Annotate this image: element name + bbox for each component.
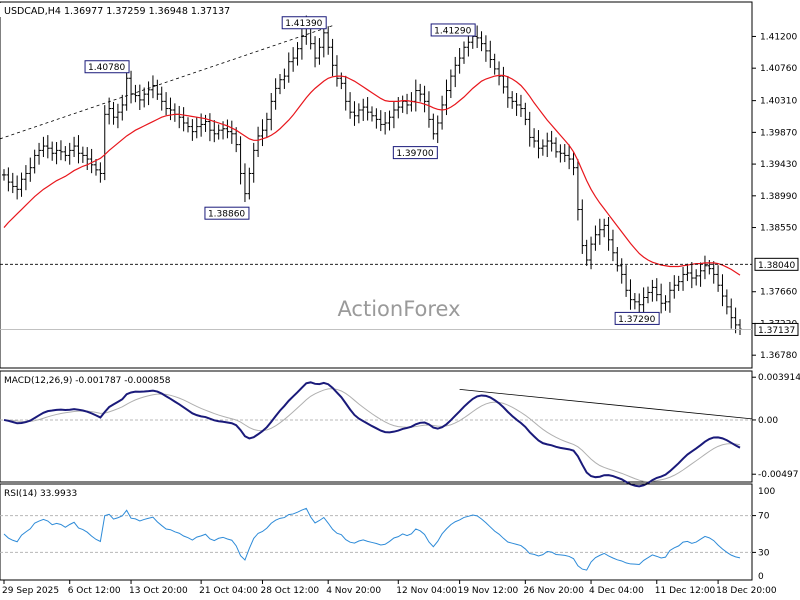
- rsi-tick-label: 0: [758, 572, 764, 582]
- symbol-info: USDCAD,H4 1.36977 1.37259 1.36948 1.3713…: [4, 6, 230, 17]
- price-annotation-box: [204, 206, 250, 220]
- resistance-label: 1.38040: [758, 261, 795, 271]
- time-tick-label: 4 Nov 20:00: [326, 586, 381, 596]
- price-tick-label: 1.37660: [760, 288, 797, 298]
- macd-panel-frame: [0, 370, 753, 483]
- macd-axis: 0.003914 0.00 -0.00497: [752, 373, 800, 480]
- price-annotation-box: [430, 23, 476, 37]
- price-annotation-box: [614, 311, 660, 325]
- price-tick-label: 1.39430: [760, 160, 797, 170]
- price-panel: ActionForex 1.41200 1.40760 1.40310 1.39870…: [0, 1, 799, 369]
- time-tick-label: 4 Dec 04:00: [589, 586, 644, 596]
- time-tick-label: 11 Dec 12:00: [655, 586, 716, 596]
- time-tick-label: 12 Nov 04:00: [396, 586, 457, 596]
- macd-tick-label: -0.00497: [758, 470, 798, 480]
- price-annotation-label: 1.41290: [434, 26, 471, 36]
- macd-tick-label: 0.00: [758, 416, 778, 426]
- price-tick-label: 1.40760: [760, 64, 797, 74]
- rsi-tick-label: 70: [758, 512, 770, 522]
- price-annotation-label: 1.38860: [208, 210, 245, 220]
- price-annotation-box: [392, 146, 438, 160]
- rsi-series: [0, 507, 752, 571]
- moving-average-line: [3, 74, 741, 276]
- rsi-line: [3, 507, 741, 571]
- rsi-panel-frame: [0, 483, 753, 581]
- price-annotation-box: [84, 60, 130, 74]
- macd-title: MACD(12,26,9) -0.001787 -0.000858: [4, 376, 171, 386]
- time-tick-label: 28 Oct 12:00: [260, 586, 319, 596]
- macd-series: [0, 381, 753, 488]
- price-tick-label: 1.38550: [760, 224, 797, 234]
- rsi-tick-label: 100: [758, 487, 775, 497]
- price-annotation-box: [281, 16, 327, 30]
- price-trendline: [0, 25, 333, 140]
- price-tick-label: 1.41200: [760, 32, 797, 42]
- price-annotation-label: 1.40780: [88, 63, 125, 73]
- macd-line: [3, 381, 741, 488]
- time-tick-label: 19 Nov 12:00: [458, 586, 519, 596]
- price-tick-label: 1.40310: [760, 97, 797, 107]
- rsi-panel: 100 70 30 0 RSI(14) 33.9933: [0, 483, 775, 582]
- macd-tick-label: 0.003914: [758, 373, 800, 383]
- time-tick-label: 21 Oct 04:00: [199, 586, 258, 596]
- rsi-title: RSI(14) 33.9933: [4, 489, 77, 499]
- watermark: ActionForex: [337, 297, 460, 321]
- price-tick-label: 1.36780: [760, 351, 797, 361]
- symbol-info-bg: [0, 3, 200, 17]
- price-annotation-label: 1.39700: [396, 149, 433, 159]
- time-tick-label: 13 Oct 20:00: [129, 586, 188, 596]
- price-panel-frame: [0, 1, 753, 369]
- price-annotation-label: 1.37290: [618, 315, 655, 325]
- time-tick-label: 18 Dec 20:00: [716, 586, 777, 596]
- price-series: 1.38040 1.37137: [0, 15, 799, 336]
- last-price-label: 1.37137: [758, 326, 795, 336]
- price-tick-label: 1.39870: [760, 128, 797, 138]
- price-annotations: 1.40780 1.41390 1.41290 1.39700 1.38860 1.372…: [84, 16, 660, 325]
- price-tick-label: 1.38990: [760, 192, 797, 202]
- macd-trendline: [459, 388, 753, 420]
- resistance-label-box: [754, 257, 799, 271]
- macd-panel: 0.003914 0.00 -0.00497 MACD(12,26,9) -0.00…: [0, 370, 800, 488]
- price-annotation-label: 1.41390: [285, 19, 322, 29]
- macd-signal-line: [3, 388, 741, 483]
- time-tick-label: 6 Oct 12:00: [68, 586, 121, 596]
- time-tick-label: 29 Sep 2025: [2, 586, 59, 596]
- time-axis: 29 Sep 2025 6 Oct 12:00 13 Oct 20:00 21 Oct…: [2, 580, 777, 596]
- rsi-tick-label: 30: [758, 548, 770, 558]
- time-tick-label: 26 Nov 20:00: [523, 586, 584, 596]
- rsi-axis: 100 70 30 0: [752, 487, 775, 582]
- last-price-box: [754, 322, 799, 336]
